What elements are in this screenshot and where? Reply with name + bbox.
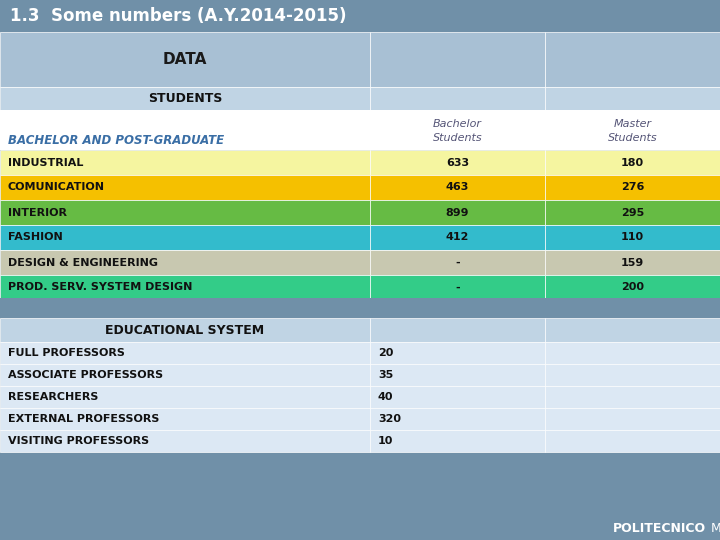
Bar bbox=[370, 250, 545, 275]
Text: RESEARCHERS: RESEARCHERS bbox=[8, 392, 99, 402]
Text: 899: 899 bbox=[446, 207, 469, 218]
Bar bbox=[545, 318, 720, 342]
Bar bbox=[370, 342, 545, 364]
Bar bbox=[0, 430, 370, 452]
Text: -: - bbox=[455, 282, 460, 293]
Bar bbox=[0, 87, 370, 110]
Text: 200: 200 bbox=[621, 282, 644, 293]
Bar bbox=[545, 342, 720, 364]
Bar bbox=[545, 150, 720, 175]
Bar bbox=[0, 110, 370, 150]
Text: ASSOCIATE PROFESSORS: ASSOCIATE PROFESSORS bbox=[8, 370, 163, 380]
Bar bbox=[545, 364, 720, 386]
Bar bbox=[370, 318, 545, 342]
Bar bbox=[370, 364, 545, 386]
Text: 20: 20 bbox=[378, 348, 393, 358]
Bar bbox=[370, 275, 545, 300]
Bar bbox=[370, 225, 545, 250]
Bar bbox=[0, 175, 370, 200]
Text: FULL PROFESSORS: FULL PROFESSORS bbox=[8, 348, 125, 358]
Bar bbox=[545, 110, 720, 150]
Bar bbox=[545, 175, 720, 200]
Bar bbox=[545, 250, 720, 275]
Text: DESIGN & ENGINEERING: DESIGN & ENGINEERING bbox=[8, 258, 158, 267]
Bar bbox=[545, 386, 720, 408]
Bar bbox=[370, 110, 545, 150]
Bar bbox=[370, 150, 545, 175]
Text: 10: 10 bbox=[378, 436, 393, 446]
Bar bbox=[0, 298, 720, 318]
Text: 633: 633 bbox=[446, 158, 469, 167]
Text: PROD. SERV. SYSTEM DESIGN: PROD. SERV. SYSTEM DESIGN bbox=[8, 282, 192, 293]
Bar bbox=[0, 32, 370, 87]
Bar bbox=[0, 0, 720, 32]
Bar bbox=[0, 250, 370, 275]
Bar bbox=[0, 275, 370, 300]
Text: Bachelor: Bachelor bbox=[433, 119, 482, 129]
Bar bbox=[545, 87, 720, 110]
Bar bbox=[0, 518, 720, 540]
Bar bbox=[0, 200, 370, 225]
Text: INTERIOR: INTERIOR bbox=[8, 207, 67, 218]
Text: 35: 35 bbox=[378, 370, 393, 380]
Text: 412: 412 bbox=[446, 233, 469, 242]
Text: MILANO 1863: MILANO 1863 bbox=[707, 523, 720, 536]
Bar bbox=[545, 200, 720, 225]
Bar bbox=[545, 408, 720, 430]
Text: 320: 320 bbox=[378, 414, 401, 424]
Bar bbox=[545, 430, 720, 452]
Bar bbox=[545, 225, 720, 250]
Text: 295: 295 bbox=[621, 207, 644, 218]
Bar bbox=[370, 386, 545, 408]
Text: -: - bbox=[455, 258, 460, 267]
Bar bbox=[370, 408, 545, 430]
Text: VISITING PROFESSORS: VISITING PROFESSORS bbox=[8, 436, 149, 446]
Text: 276: 276 bbox=[621, 183, 644, 192]
Bar bbox=[0, 342, 370, 364]
Bar bbox=[545, 275, 720, 300]
Bar bbox=[370, 87, 545, 110]
Text: EDUCATIONAL SYSTEM: EDUCATIONAL SYSTEM bbox=[105, 323, 264, 336]
Text: 159: 159 bbox=[621, 258, 644, 267]
Bar bbox=[0, 150, 370, 175]
Bar bbox=[0, 318, 370, 342]
Text: DATA: DATA bbox=[163, 52, 207, 67]
Bar bbox=[0, 386, 370, 408]
Bar bbox=[545, 32, 720, 87]
Text: Master: Master bbox=[613, 119, 652, 129]
Bar bbox=[370, 175, 545, 200]
Bar bbox=[370, 32, 545, 87]
Text: COMUNICATION: COMUNICATION bbox=[8, 183, 105, 192]
Text: 1.3  Some numbers (A.Y.2014-2015): 1.3 Some numbers (A.Y.2014-2015) bbox=[10, 7, 346, 25]
Bar bbox=[370, 430, 545, 452]
Text: 180: 180 bbox=[621, 158, 644, 167]
Text: 463: 463 bbox=[446, 183, 469, 192]
Text: 110: 110 bbox=[621, 233, 644, 242]
Text: EXTERNAL PROFESSORS: EXTERNAL PROFESSORS bbox=[8, 414, 159, 424]
Bar bbox=[0, 225, 370, 250]
Text: POLITECNICO: POLITECNICO bbox=[613, 523, 706, 536]
Text: Students: Students bbox=[608, 133, 657, 143]
Text: 40: 40 bbox=[378, 392, 394, 402]
Text: INDUSTRIAL: INDUSTRIAL bbox=[8, 158, 84, 167]
Bar bbox=[0, 364, 370, 386]
Bar bbox=[370, 200, 545, 225]
Text: Students: Students bbox=[433, 133, 482, 143]
Text: FASHION: FASHION bbox=[8, 233, 63, 242]
Bar bbox=[0, 408, 370, 430]
Text: BACHELOR AND POST-GRADUATE: BACHELOR AND POST-GRADUATE bbox=[8, 133, 224, 146]
Text: STUDENTS: STUDENTS bbox=[148, 92, 222, 105]
